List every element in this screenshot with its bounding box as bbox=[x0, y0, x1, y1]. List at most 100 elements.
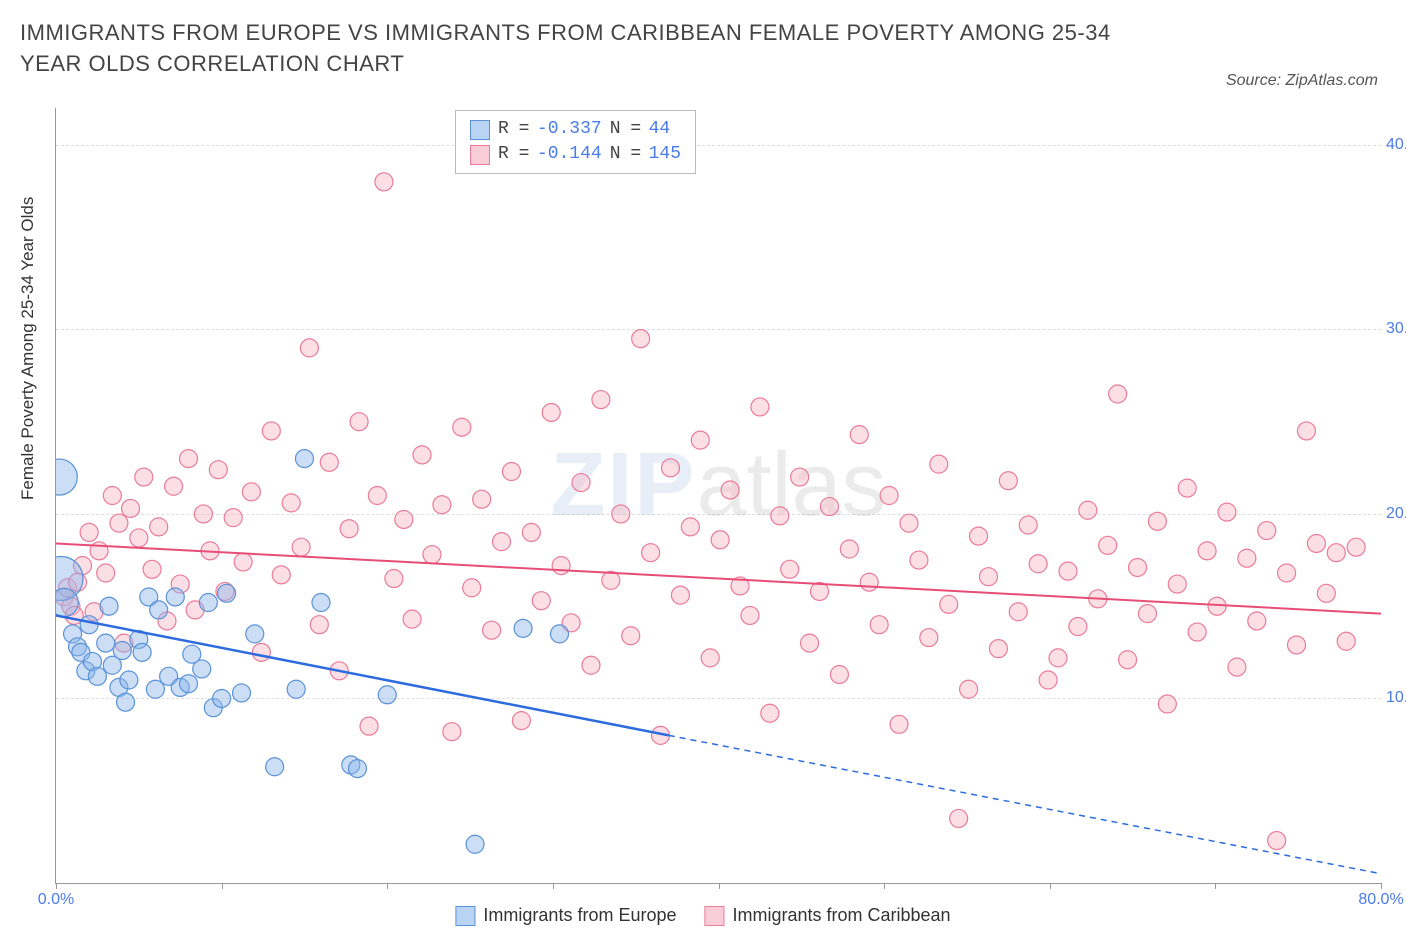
scatter-point bbox=[960, 680, 978, 698]
scatter-point bbox=[287, 680, 305, 698]
scatter-point bbox=[1049, 649, 1067, 667]
scatter-point bbox=[582, 656, 600, 674]
bottom-legend-europe: Immigrants from Europe bbox=[455, 905, 676, 926]
scatter-point bbox=[348, 760, 366, 778]
scatter-point bbox=[350, 413, 368, 431]
scatter-point bbox=[100, 597, 118, 615]
legend-r-label: R = bbox=[498, 117, 529, 142]
scatter-point bbox=[1099, 536, 1117, 554]
legend-swatch-europe bbox=[470, 120, 490, 140]
trend-line-dashed bbox=[669, 735, 1381, 873]
scatter-point bbox=[1248, 612, 1266, 630]
bottom-swatch-europe bbox=[455, 906, 475, 926]
source-attribution: Source: ZipAtlas.com bbox=[1226, 72, 1378, 90]
scatter-point bbox=[989, 640, 1007, 658]
scatter-point bbox=[466, 835, 484, 853]
scatter-point bbox=[542, 403, 560, 421]
scatter-point bbox=[360, 717, 378, 735]
scatter-point bbox=[512, 712, 530, 730]
scatter-point bbox=[312, 594, 330, 612]
scatter-point bbox=[681, 518, 699, 536]
scatter-point bbox=[292, 538, 310, 556]
scatter-point bbox=[1337, 632, 1355, 650]
bottom-legend-caribbean: Immigrants from Caribbean bbox=[704, 905, 950, 926]
y-tick-label: 10.0% bbox=[1386, 689, 1406, 707]
scatter-point bbox=[502, 463, 520, 481]
scatter-point bbox=[551, 625, 569, 643]
scatter-point bbox=[1198, 542, 1216, 560]
scatter-point bbox=[310, 616, 328, 634]
scatter-point bbox=[572, 474, 590, 492]
scatter-point bbox=[870, 616, 888, 634]
scatter-point bbox=[453, 418, 471, 436]
scatter-point bbox=[242, 483, 260, 501]
scatter-point bbox=[860, 573, 878, 591]
bottom-legend: Immigrants from Europe Immigrants from C… bbox=[455, 905, 950, 926]
scatter-point bbox=[632, 330, 650, 348]
scatter-point bbox=[443, 723, 461, 741]
x-tick bbox=[56, 883, 57, 889]
scatter-point bbox=[1138, 605, 1156, 623]
scatter-point bbox=[150, 601, 168, 619]
scatter-point bbox=[999, 472, 1017, 490]
x-tick bbox=[553, 883, 554, 889]
scatter-point bbox=[199, 594, 217, 612]
scatter-point bbox=[1288, 636, 1306, 654]
scatter-point bbox=[1109, 385, 1127, 403]
scatter-point bbox=[262, 422, 280, 440]
scatter-point bbox=[801, 634, 819, 652]
x-tick-label: 0.0% bbox=[38, 891, 74, 909]
scatter-point bbox=[514, 619, 532, 637]
scatter-point bbox=[483, 621, 501, 639]
legend-stats-box: R = -0.337 N = 44 R = -0.144 N = 145 bbox=[455, 110, 696, 174]
scatter-point bbox=[1258, 522, 1276, 540]
scatter-point bbox=[741, 606, 759, 624]
scatter-point bbox=[180, 675, 198, 693]
scatter-point bbox=[900, 514, 918, 532]
scatter-point bbox=[403, 610, 421, 628]
scatter-point bbox=[150, 518, 168, 536]
scatter-point bbox=[1188, 623, 1206, 641]
scatter-point bbox=[1218, 503, 1236, 521]
scatter-point bbox=[320, 453, 338, 471]
scatter-point bbox=[423, 546, 441, 564]
scatter-point bbox=[1268, 832, 1286, 850]
bottom-swatch-caribbean bbox=[704, 906, 724, 926]
x-tick bbox=[1381, 883, 1382, 889]
scatter-point bbox=[493, 533, 511, 551]
scatter-point bbox=[940, 595, 958, 613]
scatter-point bbox=[234, 553, 252, 571]
scatter-point bbox=[194, 505, 212, 523]
scatter-point bbox=[1119, 651, 1137, 669]
chart-svg bbox=[56, 108, 1381, 883]
legend-row-caribbean: R = -0.144 N = 145 bbox=[470, 142, 681, 167]
scatter-point bbox=[970, 527, 988, 545]
scatter-point bbox=[1158, 695, 1176, 713]
scatter-point bbox=[433, 496, 451, 514]
scatter-point bbox=[252, 643, 270, 661]
scatter-point bbox=[224, 509, 242, 527]
x-tick bbox=[1050, 883, 1051, 889]
legend-swatch-caribbean bbox=[470, 145, 490, 165]
scatter-point bbox=[1297, 422, 1315, 440]
bottom-label-caribbean: Immigrants from Caribbean bbox=[732, 905, 950, 926]
x-tick bbox=[719, 883, 720, 889]
scatter-point bbox=[850, 426, 868, 444]
scatter-point bbox=[340, 520, 358, 538]
scatter-point bbox=[375, 173, 393, 191]
scatter-point bbox=[930, 455, 948, 473]
y-tick-label: 30.0% bbox=[1386, 320, 1406, 338]
plot-area: ZIPatlas 10.0%20.0%30.0%40.0%0.0%80.0% bbox=[55, 108, 1381, 884]
legend-r-label: R = bbox=[498, 142, 529, 167]
scatter-point bbox=[950, 809, 968, 827]
legend-r-value-caribbean: -0.144 bbox=[537, 142, 602, 167]
scatter-point bbox=[691, 431, 709, 449]
scatter-point bbox=[751, 398, 769, 416]
scatter-point bbox=[1029, 555, 1047, 573]
scatter-point bbox=[103, 487, 121, 505]
scatter-point bbox=[378, 686, 396, 704]
scatter-point bbox=[88, 667, 106, 685]
scatter-point bbox=[246, 625, 264, 643]
scatter-point bbox=[910, 551, 928, 569]
scatter-point bbox=[266, 758, 284, 776]
